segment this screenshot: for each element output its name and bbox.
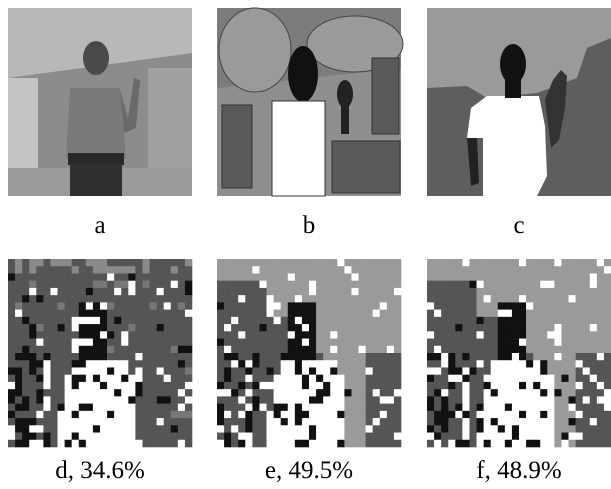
image-d [8, 259, 192, 447]
caption: b [303, 212, 316, 239]
image-a [8, 8, 192, 196]
caption: d, 34.6% [55, 457, 145, 484]
image-f [427, 259, 611, 447]
image-b [217, 8, 403, 196]
caption: e, 49.5% [265, 457, 353, 484]
image-e [217, 259, 401, 447]
image-c [427, 8, 611, 196]
page: a b c d, 34.6% e, 49.5% f, 48.9% (() => … [0, 0, 611, 489]
figure: a b c d, 34.6% e, 49.5% f, 48.9% [0, 0, 611, 489]
caption: f, 48.9% [476, 457, 561, 484]
caption: a [94, 212, 105, 239]
caption: c [513, 212, 524, 239]
